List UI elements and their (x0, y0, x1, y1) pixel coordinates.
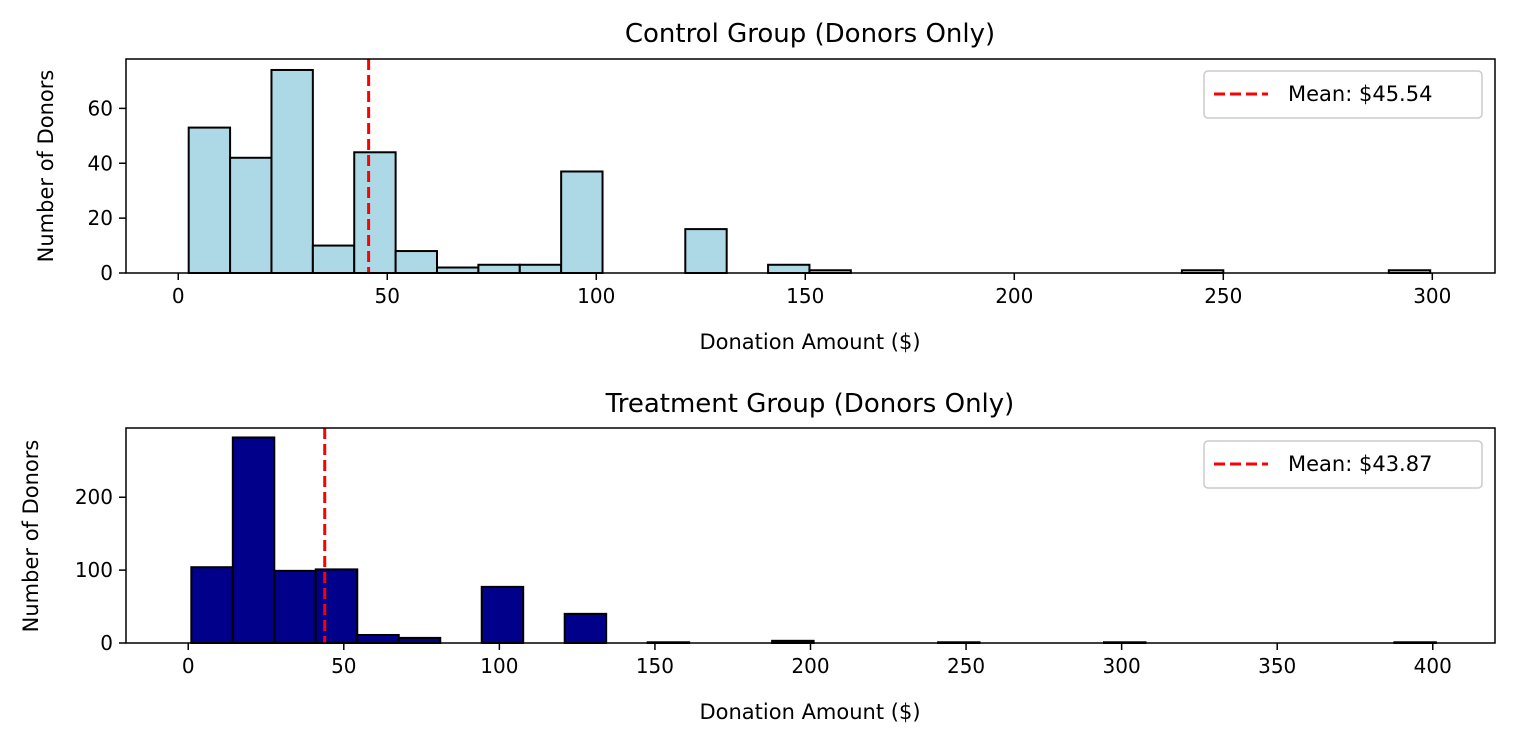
histogram-bar (477, 263, 521, 274)
legend-label: Mean: $43.87 (1288, 452, 1432, 476)
x-tick-label: 300 (1413, 284, 1451, 308)
x-tick-label: 0 (182, 654, 195, 678)
x-tick-label: 0 (172, 284, 185, 308)
histogram-bar (273, 569, 317, 645)
histogram-bars (187, 68, 1432, 275)
histogram-bar (190, 566, 234, 644)
x-tick-label: 100 (480, 654, 518, 678)
x-tick-label: 100 (577, 284, 615, 308)
control-subplot: Control Group (Donors Only) 0 50 100 150 200… (34, 19, 1496, 354)
x-axis-label: Donation Amount ($) (699, 330, 920, 354)
y-tick-label: 200 (75, 485, 113, 509)
histogram-bar (356, 633, 400, 644)
y-axis-label: Number of Donors (34, 70, 58, 263)
histogram-bar (311, 244, 356, 274)
histogram-bar (394, 250, 439, 275)
y-ticks: 0 100 200 (75, 485, 126, 655)
histogram-bar (563, 612, 608, 645)
x-tick-label: 50 (331, 654, 356, 678)
x-tick-label: 350 (1258, 654, 1296, 678)
x-tick-label: 150 (786, 284, 824, 308)
histogram-bar (480, 585, 525, 644)
y-tick-label: 60 (88, 96, 113, 120)
legend-box (1203, 440, 1483, 489)
x-tick-label: 50 (375, 284, 400, 308)
histogram-bar (767, 263, 811, 274)
histogram-bar (397, 636, 442, 645)
x-tick-label: 400 (1414, 654, 1452, 678)
legend-box (1203, 70, 1483, 119)
histogram-bar (314, 568, 359, 644)
plot-frame (125, 58, 1496, 274)
histogram-bar (436, 266, 480, 274)
histogram-bars (190, 436, 1437, 645)
legend: Mean: $43.87 (1203, 440, 1483, 489)
y-ticks: 0 20 40 60 (88, 96, 126, 285)
histogram-bar (684, 228, 728, 275)
histogram-bar (187, 126, 232, 275)
x-tick-label: 200 (995, 284, 1033, 308)
treatment-subplot: Treatment Group (Donors Only) 0 50 100 150 2… (19, 389, 1496, 724)
x-tick-label: 200 (791, 654, 829, 678)
y-axis-label: Number of Donors (19, 440, 43, 633)
chart-title: Control Group (Donors Only) (625, 19, 995, 49)
histogram-bar (353, 151, 397, 275)
histogram-bar (518, 263, 563, 274)
histogram-bar (229, 156, 273, 274)
x-axis-label: Donation Amount ($) (699, 700, 920, 724)
x-tick-label: 150 (636, 654, 674, 678)
y-tick-label: 40 (88, 151, 113, 175)
histogram-bar (560, 170, 604, 274)
histogram-bar (231, 436, 276, 644)
x-tick-label: 250 (947, 654, 985, 678)
x-tick-label: 300 (1103, 654, 1141, 678)
y-tick-label: 100 (75, 558, 113, 582)
x-ticks: 0 50 100 150 200 250 300 (172, 273, 1451, 308)
y-tick-label: 0 (100, 631, 113, 655)
x-tick-label: 250 (1204, 284, 1242, 308)
y-tick-label: 0 (100, 261, 113, 285)
legend: Mean: $45.54 (1203, 70, 1483, 119)
y-tick-label: 20 (88, 206, 113, 230)
chart-title: Treatment Group (Donors Only) (605, 389, 1015, 419)
histogram-bar (270, 68, 314, 274)
legend-label: Mean: $45.54 (1288, 82, 1432, 106)
plot-frame (125, 427, 1496, 644)
x-ticks: 0 50 100 150 200 250 300 350 400 (182, 643, 1452, 678)
